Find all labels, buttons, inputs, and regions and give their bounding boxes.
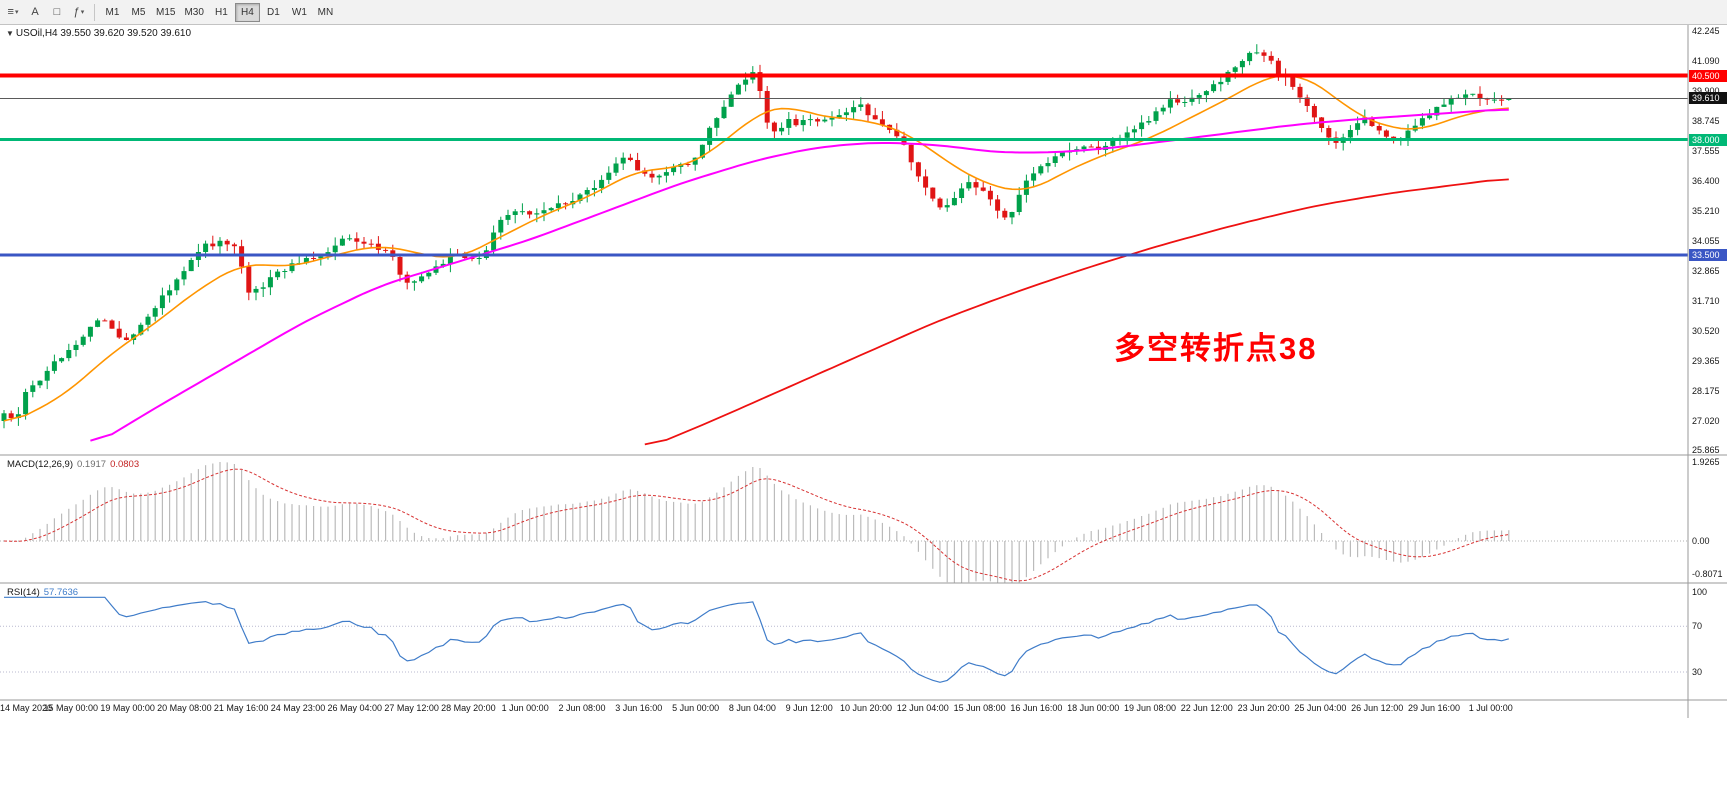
time-axis-label: 2 Jun 08:00 [558, 703, 606, 713]
rsi-name: RSI(14) [7, 587, 40, 598]
time-axis-label: 3 Jun 16:00 [615, 703, 663, 713]
price-axis-label: 29.365 [1692, 355, 1720, 366]
time-axis-label: 10 Jun 20:00 [839, 703, 893, 713]
price-axis-label: 36.400 [1692, 175, 1720, 186]
timeframe-m1-button[interactable]: M1 [105, 6, 120, 18]
timeframe-m30-button[interactable]: M30 [184, 6, 204, 18]
time-axis-label: 1 Jun 00:00 [501, 703, 549, 713]
charts-menu-icon[interactable]: ≡ ▾ [7, 6, 19, 18]
price-axis-label: 34.055 [1692, 235, 1720, 246]
cursor-tool-icon[interactable]: A [31, 6, 39, 18]
price-axis-label: 25.865 [1692, 445, 1720, 456]
rsi-axis-label: 30 [1692, 667, 1703, 677]
macd-axis-label: 1.9265 [1692, 457, 1720, 467]
price-axis-label: 28.175 [1692, 386, 1720, 397]
time-axis-label: 24 May 23:00 [270, 703, 326, 713]
macd-axis-label: 0.00 [1692, 536, 1710, 546]
time-axis-label: 18 Jun 00:00 [1067, 703, 1120, 713]
chart-annotation-text: 多空转折点38 [1114, 331, 1318, 366]
time-axis-label: 23 Jun 20:00 [1237, 703, 1290, 713]
timeframe-toolbar: M1 M5 M15 M30 H1 H4 D1 W1 MN [100, 2, 338, 22]
time-axis-label: 29 Jun 16:00 [1407, 703, 1461, 713]
ma-slow-red [644, 178, 1509, 446]
timeframe-m5-button[interactable]: M5 [131, 6, 146, 18]
symbol-ohlc-text: USOil,H4 39.550 39.620 39.520 39.610 [15, 28, 192, 39]
time-axis-label: 22 Jun 12:00 [1180, 703, 1233, 713]
ma-mid-magenta [90, 108, 1509, 442]
symbol-info: ▼ USOil,H4 39.550 39.620 39.520 39.610 [6, 28, 191, 39]
time-axis-label: 1 Jul 00:00 [1468, 703, 1513, 713]
time-axis-label: 9 Jun 12:00 [785, 703, 833, 713]
macd-axis-label: -0.8071 [1692, 569, 1723, 580]
time-axis[interactable]: 14 May 2020 15 May 00:00 19 May 00:00 20 Ma… [0, 700, 1688, 716]
price-axis-label: 42.245 [1692, 26, 1720, 36]
time-axis-label: 28 May 20:00 [441, 703, 496, 713]
timeframe-h1-button[interactable]: H1 [215, 6, 228, 18]
timeframe-h4-button[interactable]: H4 [234, 2, 260, 22]
price-axis-label: 30.520 [1692, 326, 1720, 337]
price-axis-label: 32.865 [1692, 266, 1720, 277]
time-axis-label: 19 Jun 08:00 [1123, 703, 1177, 713]
macd-signal-value: 0.0803 [110, 459, 140, 470]
macd-indicator [0, 462, 1688, 583]
rsi-axis-label: 100 [1692, 587, 1708, 597]
time-axis-label: 19 May 00:00 [100, 703, 155, 713]
timeframe-mn-button[interactable]: MN [317, 6, 334, 18]
price-axis-label: 37.555 [1692, 146, 1720, 157]
price-axis-label: 38.745 [1692, 115, 1720, 126]
price-axis-label: 35.210 [1692, 206, 1720, 217]
top-toolbar: ≡ ▾ A □ ƒ ▾ M1 M5 M15 M30 H1 H4 D1 W1 MN [0, 0, 1727, 25]
time-axis-label: 15 May 00:00 [43, 703, 99, 713]
time-axis-label: 5 Jun 00:00 [672, 703, 720, 713]
timeframe-w1-button[interactable]: W1 [291, 6, 307, 18]
dropdown-caret-icon: ▾ [80, 9, 85, 16]
candles-layer [1, 44, 1512, 446]
pivot-line-38000-badge: 38.000 [1689, 133, 1727, 146]
price-axis-label: 27.020 [1692, 415, 1720, 426]
toolbar-icon-group: ≡ ▾ A □ ƒ ▾ [3, 2, 89, 22]
support-line-33500-badge: 33.500 [1689, 248, 1727, 261]
toolbar-separator [94, 3, 95, 21]
rsi-indicator [0, 596, 1688, 683]
macd-name: MACD(12,26,9) [7, 459, 73, 470]
time-axis-label: 12 Jun 04:00 [896, 703, 949, 713]
time-axis-label: 14 May 2020 [0, 703, 53, 713]
rsi-axis-label: 70 [1692, 621, 1703, 632]
price-axis-label: 41.090 [1692, 55, 1720, 66]
timeframe-m15-button[interactable]: M15 [156, 6, 176, 18]
time-axis-label: 20 May 08:00 [157, 703, 212, 713]
time-axis-label: 16 Jun 16:00 [1010, 703, 1063, 713]
dropdown-caret-icon: ▾ [14, 9, 19, 16]
frame-tool-icon[interactable]: □ [53, 6, 61, 18]
time-axis-label: 25 Jun 04:00 [1294, 703, 1347, 713]
macd-main-value: 0.1917 [77, 459, 107, 470]
rsi-indicator-label: RSI(14) 57.7636 [7, 587, 78, 598]
price-axis-label: 39.900 [1692, 86, 1720, 97]
symbol-collapse-icon[interactable]: ▼ [6, 29, 14, 38]
resistance-line-40500-badge: 40.500 [1689, 69, 1727, 82]
time-axis-label: 26 Jun 12:00 [1351, 703, 1404, 713]
price-axis[interactable]: 42.245 41.090 39.900 38.745 37.555 36.400 35.2… [1689, 25, 1727, 718]
timeframe-d1-button[interactable]: D1 [267, 6, 280, 18]
macd-indicator-label: MACD(12,26,9) 0.1917 0.0803 [7, 459, 139, 470]
time-axis-label: 27 May 12:00 [384, 703, 439, 713]
time-axis-label: 26 May 04:00 [327, 703, 383, 713]
price-axis-label: 31.710 [1692, 295, 1720, 306]
rsi-value: 57.7636 [43, 587, 79, 598]
time-axis-label: 15 Jun 08:00 [953, 703, 1006, 713]
current-price-badge: 39.610 [1689, 92, 1727, 105]
time-axis-label: 21 May 16:00 [213, 703, 269, 713]
ma-fast-orange [3, 74, 1509, 422]
indicators-icon[interactable]: ƒ ▾ [73, 6, 85, 18]
time-axis-label: 8 Jun 04:00 [728, 703, 776, 713]
chart-canvas[interactable] [0, 25, 1727, 718]
